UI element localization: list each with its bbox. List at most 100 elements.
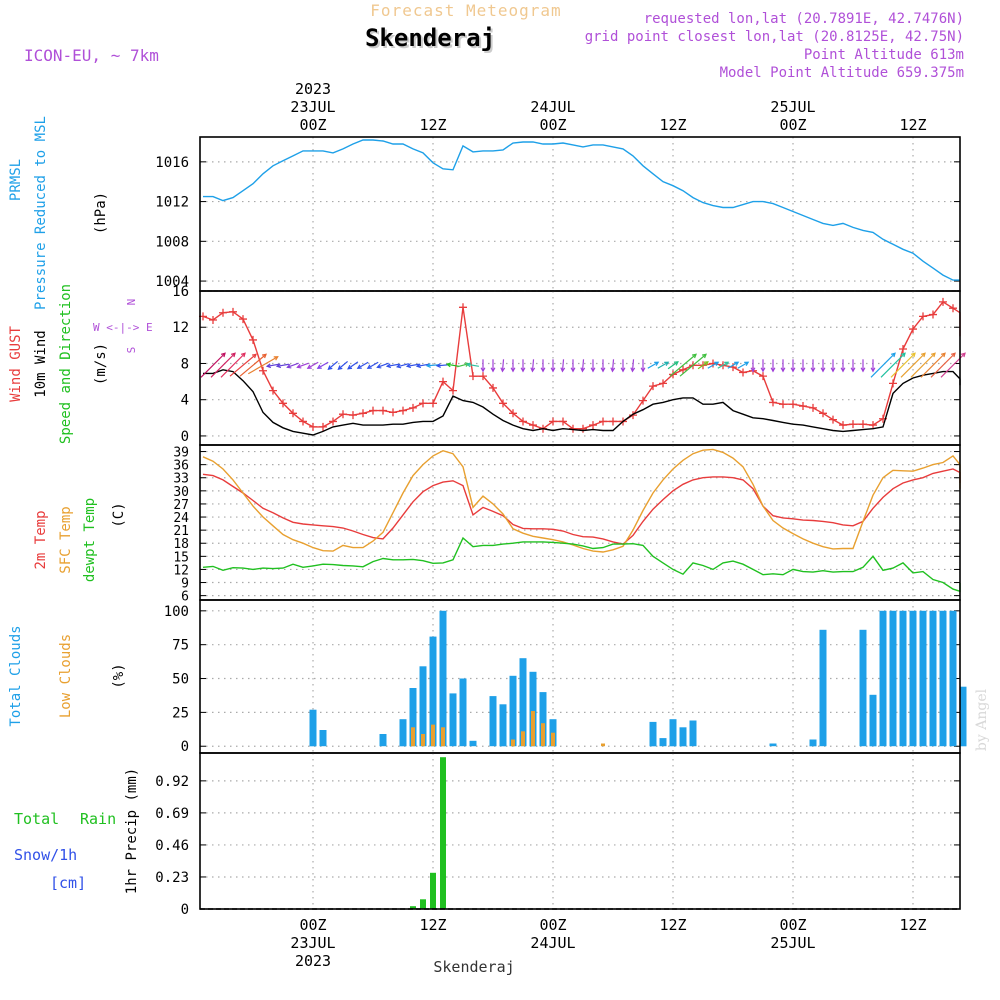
series-line-10m-wind — [203, 369, 961, 436]
y-tick-label: 16 — [172, 284, 189, 300]
wind-arrow — [737, 361, 749, 369]
gust-marker — [409, 403, 417, 412]
time-label-top: 00Z — [539, 116, 566, 134]
gust-marker — [429, 399, 437, 408]
gust-marker — [339, 410, 347, 419]
wind-arrow-head — [570, 367, 576, 373]
wind-arrow — [210, 352, 236, 378]
bar-rain — [430, 872, 436, 909]
wind-arrow-head — [415, 363, 422, 369]
wind-arrow — [266, 363, 280, 367]
wind-arrow — [347, 361, 359, 370]
bar-total-clouds — [939, 610, 947, 747]
time-label-top: 00Z — [299, 116, 326, 134]
bar-total-clouds — [769, 743, 777, 747]
bar-rain — [420, 899, 426, 910]
side-label-cm: [cm] — [50, 874, 86, 892]
bar-total-clouds — [669, 719, 677, 747]
bar-total-clouds — [869, 694, 877, 747]
time-label-top: 24JUL — [530, 98, 575, 116]
y-tick-label: 1016 — [155, 155, 189, 171]
time-label-bottom: 12Z — [419, 916, 446, 934]
gust-marker — [859, 420, 867, 429]
y-tick-label: 1012 — [155, 195, 189, 211]
bar-rain — [410, 906, 416, 909]
y-tick-label: 33 — [173, 472, 189, 487]
wind-arrow-head — [273, 356, 279, 361]
wind-arrow — [667, 361, 679, 370]
gust-marker — [559, 417, 567, 426]
gust-marker — [809, 403, 817, 412]
bar-total-clouds — [809, 739, 817, 747]
side-label: Wind GUST — [8, 326, 24, 402]
wind-arrow-head — [620, 367, 626, 373]
y-tick-label: 0 — [181, 739, 189, 755]
wind-arrow — [426, 364, 440, 367]
bar-total-clouds — [959, 686, 967, 747]
wind-arrow — [377, 362, 389, 368]
wind-arrow-head — [734, 361, 740, 367]
bar-total-clouds — [449, 693, 457, 747]
side-label: Speed and Direction — [58, 284, 74, 444]
bar-low-clouds — [551, 732, 555, 747]
model-label: ICON-EU, ~ 7km — [24, 46, 159, 65]
gust-marker — [239, 315, 247, 324]
bar-total-clouds — [909, 610, 917, 747]
wind-arrow — [581, 359, 585, 372]
bar-total-clouds — [509, 675, 517, 747]
wind-arrow — [307, 361, 319, 369]
bar-total-clouds — [519, 658, 527, 747]
time-label-top: 23JUL — [290, 98, 335, 116]
y-tick-label: 0 — [181, 902, 189, 918]
wind-arrow-head — [691, 353, 697, 359]
wind-arrow-head — [231, 352, 236, 358]
wind-arrow-head — [356, 364, 362, 369]
bar-total-clouds — [419, 666, 427, 747]
bar-total-clouds — [469, 740, 477, 747]
gust-marker — [329, 417, 337, 426]
y-tick-label: 0.46 — [155, 838, 189, 854]
time-label-bottom: 24JUL — [530, 934, 575, 952]
wind-arrow — [200, 352, 226, 378]
wind-arrow — [220, 352, 246, 378]
gust-marker — [399, 406, 407, 415]
gust-marker — [459, 303, 467, 312]
bar-total-clouds — [899, 610, 907, 747]
wind-arrow-head — [366, 364, 372, 369]
y-axis-label: (%) — [111, 663, 127, 688]
wind-arrow-head — [296, 363, 302, 369]
wind-arrow-head — [820, 367, 826, 373]
y-tick-label: 100 — [164, 604, 189, 620]
gust-marker — [599, 417, 607, 426]
wind-arrow — [406, 363, 420, 367]
bar-total-clouds — [429, 636, 437, 747]
wind-arrow — [297, 362, 309, 368]
wind-arrow — [317, 361, 329, 369]
wind-arrow — [446, 363, 460, 367]
bar-total-clouds — [819, 629, 827, 747]
bar-rain — [440, 757, 446, 909]
side-label: Total Clouds — [8, 625, 24, 726]
gust-marker — [279, 399, 287, 408]
series-line-wind-gust — [202, 300, 961, 430]
gust-marker — [919, 312, 927, 321]
gust-marker — [679, 365, 687, 374]
gust-marker — [249, 335, 257, 344]
y-tick-label: 39 — [173, 446, 189, 461]
gust-marker — [889, 379, 897, 388]
wind-arrow-head — [241, 352, 246, 358]
y-tick-label: 15 — [173, 550, 189, 565]
wind-arrow — [287, 362, 299, 368]
bar-total-clouds — [879, 610, 887, 747]
gust-marker — [549, 417, 557, 426]
wind-arrow — [397, 363, 409, 368]
wind-arrow — [727, 361, 739, 369]
y-tick-label: 1004 — [155, 274, 189, 290]
time-label-bottom: 12Z — [659, 916, 686, 934]
gust-marker — [299, 417, 307, 426]
panel-wind: 0 4 8 12 16 Wind GUST 10m Wind Speed and Direct… — [8, 284, 966, 446]
wind-arrow-head — [750, 367, 756, 373]
